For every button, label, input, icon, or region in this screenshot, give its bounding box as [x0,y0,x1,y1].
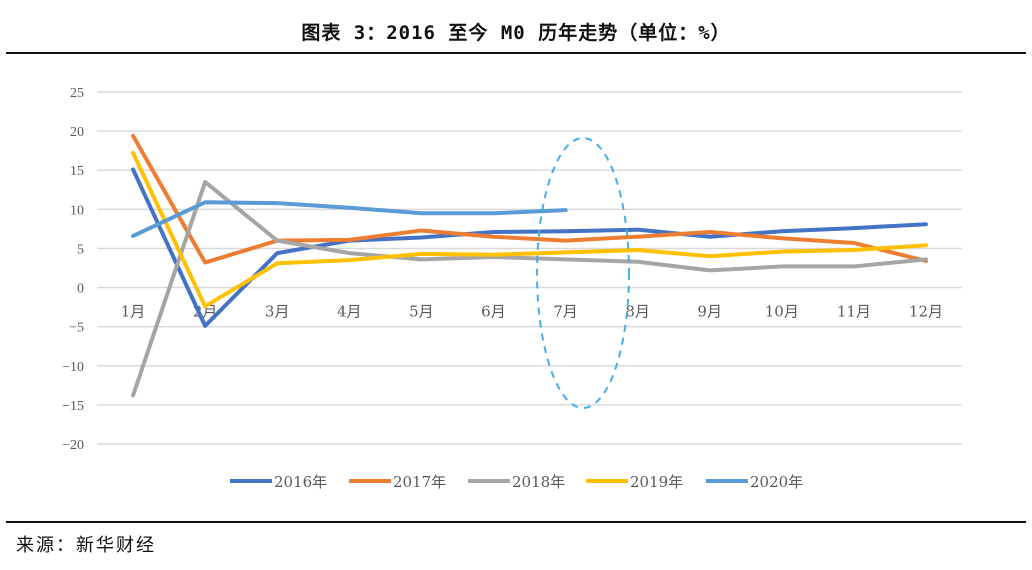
y-tick-label: −15 [62,399,84,414]
y-tick-label: 25 [70,86,84,101]
y-tick-label: 5 [77,242,84,257]
x-tick-label: 11月 [837,303,871,321]
series-line-2018年 [131,179,928,398]
x-tick-label: 3月 [265,303,290,321]
series-line-2016年 [131,167,928,328]
x-tick-label: 9月 [697,303,722,321]
series-line-2019年 [131,151,928,309]
y-tick-label: 10 [70,203,84,218]
x-tick-label: 4月 [337,303,362,321]
chart-title: 图表 3：2016 至今 M0 历年走势（单位：%） [301,22,731,44]
x-tick-label: 5月 [409,303,434,321]
x-tick-label: 1月 [121,303,146,321]
x-tick-label: 10月 [765,303,799,321]
highlight-ellipse [536,137,630,409]
legend-label: 2016年 [274,473,327,491]
legend-label: 2019年 [630,473,683,491]
x-tick-label: 7月 [553,303,578,321]
x-tick-label: 12月 [909,303,943,321]
legend-label: 2018年 [512,473,565,491]
bottom-divider [6,521,1026,523]
x-tick-label: 6月 [481,303,506,321]
y-tick-label: 0 [77,282,84,297]
y-tick-label: −10 [62,360,84,375]
y-tick-label: −20 [62,438,84,453]
top-divider [6,52,1026,54]
source-note: 来源：新华财经 [16,535,156,556]
y-tick-label: 15 [70,164,84,179]
series-line-2020年 [131,200,568,238]
y-tick-label: −5 [69,321,84,336]
y-tick-label: 20 [70,125,84,140]
legend-label: 2020年 [750,473,803,491]
x-tick-label: 8月 [625,303,650,321]
legend-label: 2017年 [393,473,446,491]
series-line-2017年 [131,133,928,265]
